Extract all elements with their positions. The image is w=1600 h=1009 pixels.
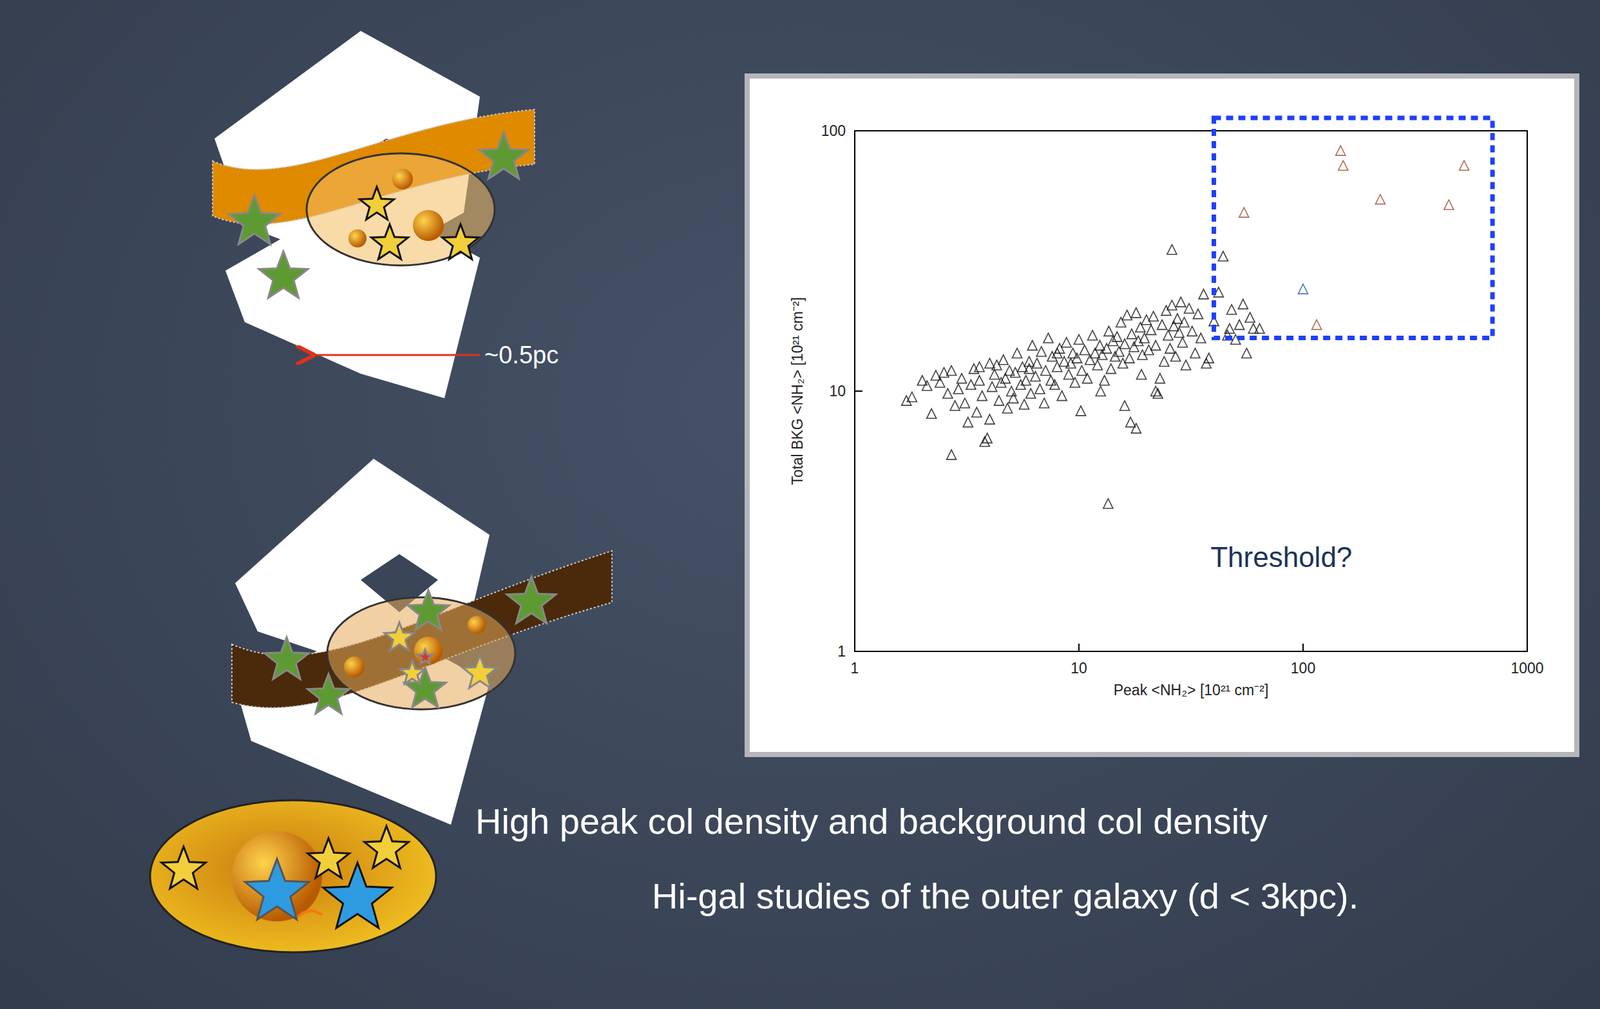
svg-text:10: 10 bbox=[828, 382, 846, 400]
svg-text:1000: 1000 bbox=[1510, 659, 1544, 677]
svg-text:1: 1 bbox=[837, 642, 846, 660]
html-text:High peak col density and back: High peak col density and background col… bbox=[475, 800, 1268, 842]
svg-text:~0.5pc: ~0.5pc bbox=[484, 341, 559, 369]
svg-text:Total BKG <NH₂> [10²¹ cm⁻²]: Total BKG <NH₂> [10²¹ cm⁻²] bbox=[789, 296, 806, 486]
svg-text:10: 10 bbox=[1070, 659, 1088, 677]
svg-text:100: 100 bbox=[1290, 659, 1316, 677]
svg-text:100: 100 bbox=[821, 122, 846, 140]
svg-text:1: 1 bbox=[850, 659, 860, 677]
svg-text:Peak <NH₂> [10²¹ cm⁻²]: Peak <NH₂> [10²¹ cm⁻²] bbox=[1113, 681, 1269, 699]
svg-text:Threshold?: Threshold? bbox=[1210, 541, 1353, 573]
html-text:Hi-gal studies of the outer ga: Hi-gal studies of the outer galaxy (d < … bbox=[651, 875, 1359, 916]
